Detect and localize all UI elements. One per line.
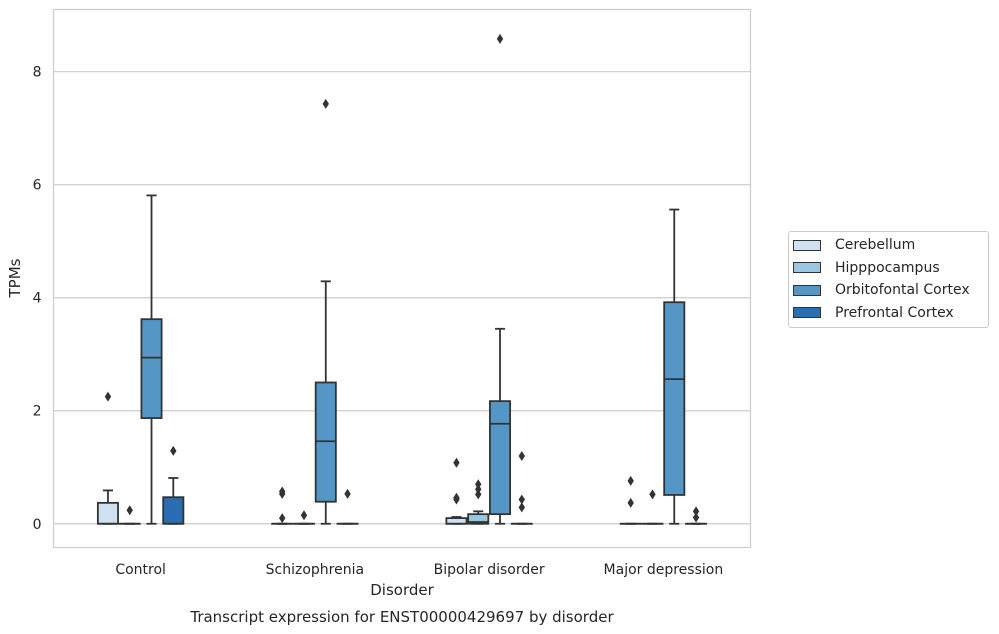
x-tick-label: Control bbox=[115, 562, 166, 578]
box-body bbox=[140, 318, 163, 419]
x-tick-label: Major depression bbox=[604, 562, 724, 578]
x-tick-label: Schizophrenia bbox=[266, 562, 364, 578]
y-tick-label: 2 bbox=[33, 404, 42, 420]
y-tick-label: 8 bbox=[33, 65, 42, 81]
outlier-point bbox=[518, 494, 525, 505]
y-tick-label: 4 bbox=[33, 291, 42, 307]
outlier-point bbox=[279, 486, 286, 497]
outlier-point bbox=[627, 497, 634, 508]
outlier-point bbox=[170, 445, 177, 456]
legend-label: Orbitofontal Cortex bbox=[835, 282, 970, 299]
box-bipolar-disorder bbox=[489, 33, 512, 525]
box-major-depression bbox=[619, 475, 642, 525]
legend-item: Cerebellum bbox=[789, 234, 988, 257]
outlier-point bbox=[692, 512, 700, 523]
outlier-point bbox=[344, 488, 351, 499]
outlier-point bbox=[300, 510, 308, 521]
box-bipolar-disorder bbox=[467, 479, 490, 525]
box-series bbox=[96, 33, 708, 525]
series-cerebellum bbox=[96, 391, 642, 525]
y-tick-label: 6 bbox=[33, 178, 42, 194]
outlier-point bbox=[692, 506, 700, 517]
y-tick-labels: 0 2 4 6 8 bbox=[33, 65, 42, 533]
box-control bbox=[162, 445, 185, 525]
box-schizophrenia bbox=[292, 510, 315, 525]
box-schizophrenia bbox=[336, 488, 359, 525]
box-control bbox=[140, 194, 163, 525]
x-axis-label: Disorder bbox=[370, 581, 434, 599]
y-tick-label: 0 bbox=[33, 517, 42, 533]
legend-label: Hipppocampus bbox=[835, 259, 940, 276]
legend-swatch bbox=[793, 307, 821, 319]
box-schizophrenia bbox=[314, 98, 337, 525]
box-control bbox=[96, 391, 119, 525]
legend-swatch bbox=[793, 239, 821, 251]
box-schizophrenia bbox=[271, 486, 294, 525]
legend-item: Hipppocampus bbox=[789, 257, 988, 280]
legend: Cerebellum Hipppocampus Orbitofontal Corte… bbox=[788, 231, 989, 328]
outlier-point bbox=[322, 98, 329, 109]
outlier-point bbox=[475, 479, 482, 490]
box-major-depression bbox=[685, 506, 708, 525]
series-hipppocampus bbox=[118, 479, 664, 525]
outlier-point bbox=[475, 489, 482, 500]
chart-title: Transcript expression for ENST0000042969… bbox=[189, 608, 614, 626]
legend-item: Prefrontal Cortex bbox=[789, 302, 988, 325]
legend-label: Cerebellum bbox=[835, 237, 916, 254]
plot-area bbox=[52, 8, 752, 549]
series-prefrontal-cortex bbox=[162, 445, 708, 525]
outlier-point bbox=[518, 502, 525, 513]
legend-swatch bbox=[793, 284, 821, 296]
outlier-point bbox=[453, 492, 460, 503]
outlier-point bbox=[279, 513, 286, 524]
legend-label: Prefrontal Cortex bbox=[835, 304, 954, 321]
box-bipolar-disorder bbox=[445, 457, 468, 525]
x-tick-label: Bipolar disorder bbox=[434, 562, 545, 578]
box-body bbox=[467, 513, 490, 525]
legend-swatch bbox=[793, 262, 821, 274]
series-orbitofontal-cortex bbox=[140, 33, 686, 525]
outlier-point bbox=[649, 489, 656, 500]
box-bipolar-disorder bbox=[510, 450, 533, 525]
outlier-point bbox=[627, 475, 634, 486]
box-body bbox=[96, 501, 119, 525]
legend-item: Orbitofontal Cortex bbox=[789, 279, 988, 302]
box-major-depression bbox=[641, 489, 664, 525]
box-body bbox=[162, 496, 185, 525]
outlier-point bbox=[475, 484, 482, 495]
outlier-point bbox=[496, 33, 504, 44]
outlier-point bbox=[126, 505, 133, 516]
outlier-point bbox=[104, 391, 112, 402]
outlier-point bbox=[518, 450, 525, 461]
x-tick-labels: Control Schizophrenia Bipolar disorder Majo… bbox=[115, 562, 723, 578]
box-body bbox=[663, 301, 686, 496]
box-body bbox=[489, 400, 512, 516]
y-axis-label: TPMs bbox=[6, 258, 24, 298]
outlier-point bbox=[453, 457, 460, 468]
box-major-depression bbox=[663, 208, 686, 525]
box-control bbox=[118, 505, 141, 525]
